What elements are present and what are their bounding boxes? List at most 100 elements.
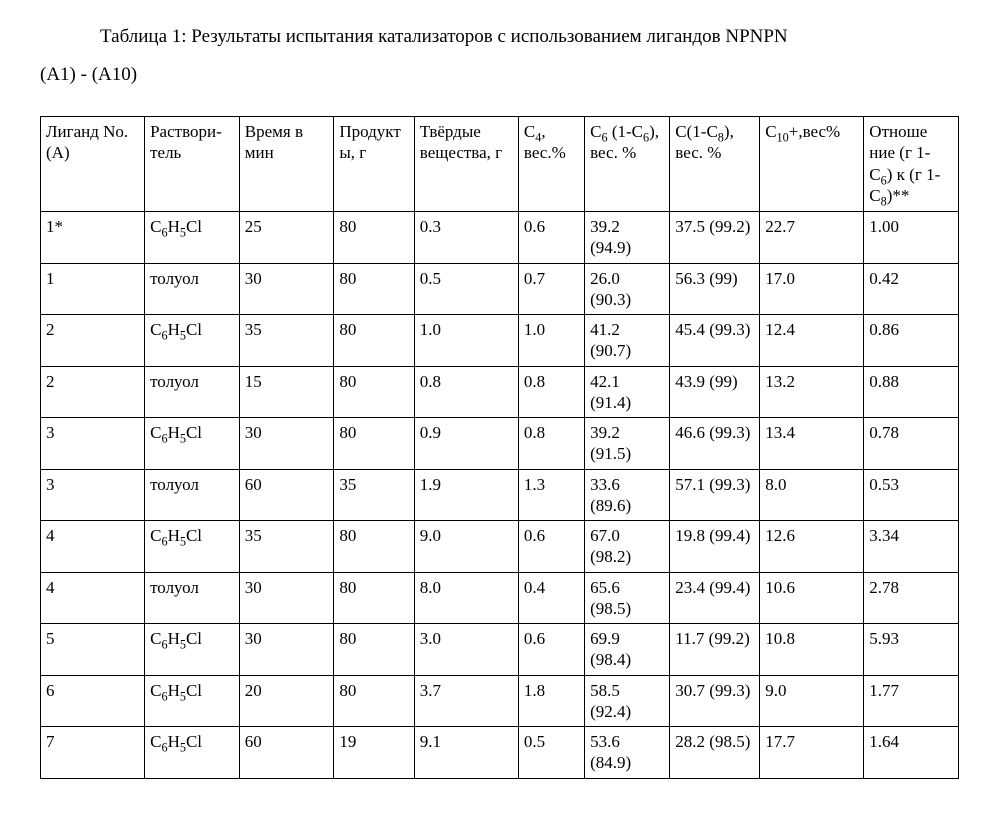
cell-ratio: 0.86 bbox=[864, 315, 959, 367]
cell-c8: 45.4 (99.3) bbox=[670, 315, 760, 367]
cell-c6: 65.6 (98.5) bbox=[585, 572, 670, 624]
cell-ratio: 5.93 bbox=[864, 624, 959, 676]
cell-c6: 41.2 (90.7) bbox=[585, 315, 670, 367]
cell-solids: 0.5 bbox=[414, 263, 518, 315]
cell-c10: 10.8 bbox=[760, 624, 864, 676]
cell-solvent: C6H5Cl bbox=[145, 521, 240, 573]
cell-ratio: 1.64 bbox=[864, 727, 959, 779]
cell-c6: 39.2 (91.5) bbox=[585, 418, 670, 470]
table-row: 7C6H5Cl60199.10.553.6 (84.9)28.2 (98.5)1… bbox=[41, 727, 959, 779]
cell-c10: 13.2 bbox=[760, 366, 864, 418]
col-header-solids: Твёрдые вещества, г bbox=[414, 117, 518, 212]
cell-solids: 9.0 bbox=[414, 521, 518, 573]
cell-solids: 1.0 bbox=[414, 315, 518, 367]
cell-c10: 8.0 bbox=[760, 469, 864, 521]
cell-products: 35 bbox=[334, 469, 414, 521]
cell-c8: 46.6 (99.3) bbox=[670, 418, 760, 470]
cell-solvent: толуол bbox=[145, 572, 240, 624]
cell-c6: 39.2 (94.9) bbox=[585, 212, 670, 264]
cell-c6: 33.6 (89.6) bbox=[585, 469, 670, 521]
cell-c8: 37.5 (99.2) bbox=[670, 212, 760, 264]
cell-products: 19 bbox=[334, 727, 414, 779]
col-header-c4: C4, вес.% bbox=[518, 117, 584, 212]
cell-c6: 42.1 (91.4) bbox=[585, 366, 670, 418]
cell-products: 80 bbox=[334, 418, 414, 470]
table-row: 4C6H5Cl35809.00.667.0 (98.2)19.8 (99.4)1… bbox=[41, 521, 959, 573]
cell-c10: 22.7 bbox=[760, 212, 864, 264]
cell-c8: 43.9 (99) bbox=[670, 366, 760, 418]
cell-c8: 30.7 (99.3) bbox=[670, 675, 760, 727]
cell-solids: 0.8 bbox=[414, 366, 518, 418]
table-body: 1*C6H5Cl25800.30.639.2 (94.9)37.5 (99.2)… bbox=[41, 212, 959, 779]
cell-solvent: C6H5Cl bbox=[145, 212, 240, 264]
cell-c10: 9.0 bbox=[760, 675, 864, 727]
cell-time: 30 bbox=[239, 418, 334, 470]
cell-ratio: 1.77 bbox=[864, 675, 959, 727]
col-header-c6: C6 (1-C6), вес. % bbox=[585, 117, 670, 212]
table-row: 5C6H5Cl30803.00.669.9 (98.4)11.7 (99.2)1… bbox=[41, 624, 959, 676]
cell-solvent: C6H5Cl bbox=[145, 315, 240, 367]
cell-ligand: 3 bbox=[41, 418, 145, 470]
cell-c8: 56.3 (99) bbox=[670, 263, 760, 315]
col-header-ratio: Отноше ние (г 1-C6) к (г 1-C8)** bbox=[864, 117, 959, 212]
col-header-time: Время в мин bbox=[239, 117, 334, 212]
cell-c6: 69.9 (98.4) bbox=[585, 624, 670, 676]
table-row: 3толуол60351.91.333.6 (89.6)57.1 (99.3)8… bbox=[41, 469, 959, 521]
cell-solvent: толуол bbox=[145, 263, 240, 315]
cell-time: 35 bbox=[239, 315, 334, 367]
col-header-solvent: Раствори-тель bbox=[145, 117, 240, 212]
cell-ratio: 0.88 bbox=[864, 366, 959, 418]
cell-c10: 17.7 bbox=[760, 727, 864, 779]
cell-c8: 23.4 (99.4) bbox=[670, 572, 760, 624]
table-row: 1толуол30800.50.726.0 (90.3)56.3 (99)17.… bbox=[41, 263, 959, 315]
cell-c6: 67.0 (98.2) bbox=[585, 521, 670, 573]
cell-solids: 3.0 bbox=[414, 624, 518, 676]
col-header-c8: C(1-C8), вес. % bbox=[670, 117, 760, 212]
cell-c10: 10.6 bbox=[760, 572, 864, 624]
cell-c10: 13.4 bbox=[760, 418, 864, 470]
cell-ligand: 1 bbox=[41, 263, 145, 315]
cell-ligand: 4 bbox=[41, 572, 145, 624]
cell-c6: 26.0 (90.3) bbox=[585, 263, 670, 315]
cell-time: 15 bbox=[239, 366, 334, 418]
cell-c4: 0.6 bbox=[518, 212, 584, 264]
cell-products: 80 bbox=[334, 212, 414, 264]
cell-c4: 1.0 bbox=[518, 315, 584, 367]
cell-c4: 1.8 bbox=[518, 675, 584, 727]
cell-c6: 58.5 (92.4) bbox=[585, 675, 670, 727]
cell-c4: 0.5 bbox=[518, 727, 584, 779]
cell-solvent: C6H5Cl bbox=[145, 675, 240, 727]
cell-c8: 11.7 (99.2) bbox=[670, 624, 760, 676]
cell-time: 20 bbox=[239, 675, 334, 727]
table-head: Лиганд No. (A)Раствори-тельВремя в минПр… bbox=[41, 117, 959, 212]
table-row: 1*C6H5Cl25800.30.639.2 (94.9)37.5 (99.2)… bbox=[41, 212, 959, 264]
cell-c6: 53.6 (84.9) bbox=[585, 727, 670, 779]
cell-solvent: C6H5Cl bbox=[145, 727, 240, 779]
cell-time: 30 bbox=[239, 572, 334, 624]
cell-products: 80 bbox=[334, 675, 414, 727]
cell-ratio: 0.78 bbox=[864, 418, 959, 470]
cell-c10: 17.0 bbox=[760, 263, 864, 315]
cell-c8: 19.8 (99.4) bbox=[670, 521, 760, 573]
col-header-products: Продукт ы, г bbox=[334, 117, 414, 212]
cell-solids: 1.9 bbox=[414, 469, 518, 521]
cell-ratio: 2.78 bbox=[864, 572, 959, 624]
cell-time: 25 bbox=[239, 212, 334, 264]
cell-ligand: 6 bbox=[41, 675, 145, 727]
cell-ligand: 2 bbox=[41, 315, 145, 367]
table-header-row: Лиганд No. (A)Раствори-тельВремя в минПр… bbox=[41, 117, 959, 212]
cell-solids: 3.7 bbox=[414, 675, 518, 727]
cell-ratio: 1.00 bbox=[864, 212, 959, 264]
cell-c10: 12.4 bbox=[760, 315, 864, 367]
results-table: Лиганд No. (A)Раствори-тельВремя в минПр… bbox=[40, 116, 959, 779]
cell-solvent: C6H5Cl bbox=[145, 418, 240, 470]
cell-c4: 0.7 bbox=[518, 263, 584, 315]
cell-solvent: C6H5Cl bbox=[145, 624, 240, 676]
cell-products: 80 bbox=[334, 572, 414, 624]
cell-time: 30 bbox=[239, 624, 334, 676]
cell-ligand: 2 bbox=[41, 366, 145, 418]
cell-products: 80 bbox=[334, 315, 414, 367]
page: Таблица 1: Результаты испытания катализа… bbox=[0, 0, 999, 809]
cell-ligand: 5 bbox=[41, 624, 145, 676]
cell-c4: 1.3 bbox=[518, 469, 584, 521]
